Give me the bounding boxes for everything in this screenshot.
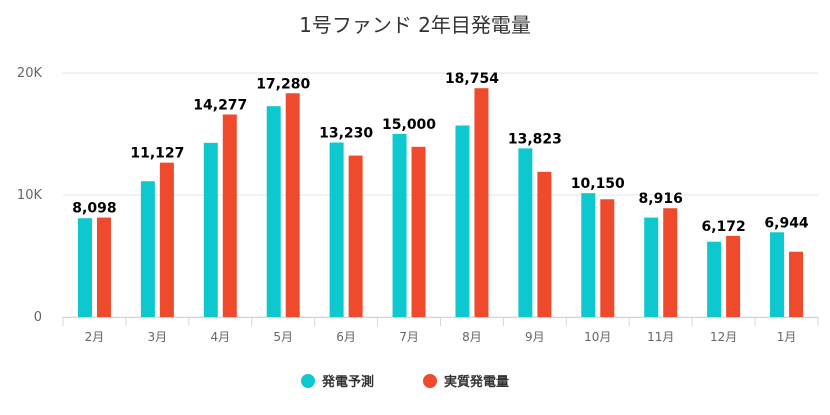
data-label: 15,000 bbox=[382, 117, 436, 133]
data-label: 14,277 bbox=[193, 97, 247, 113]
bar-forecast bbox=[770, 232, 785, 317]
x-tick-label: 7月 bbox=[399, 330, 419, 344]
bar-actual bbox=[96, 217, 111, 317]
data-labels: 8,098 11,127 14,277 17,280 13,230 15,000 18,75… bbox=[71, 70, 810, 236]
bars bbox=[77, 88, 804, 318]
legend-label: 実質発電量 bbox=[444, 374, 509, 390]
x-axis: 2月 3月 4月 5月 6月 7月 8月 9月 10月 11月 12月 1月 bbox=[62, 317, 819, 344]
data-label: 13,823 bbox=[508, 131, 562, 147]
bar-forecast bbox=[140, 181, 155, 317]
bar-actual bbox=[663, 208, 678, 317]
data-label: 17,280 bbox=[256, 76, 310, 92]
data-label: 6,944 bbox=[764, 215, 809, 231]
x-tick-label: 3月 bbox=[148, 330, 168, 344]
x-tick-label: 8月 bbox=[462, 330, 482, 344]
bar-actual bbox=[348, 155, 363, 317]
legend-label: 発電予測 bbox=[321, 374, 374, 390]
bar-forecast bbox=[392, 134, 407, 317]
bar-actual bbox=[159, 162, 174, 317]
bar-forecast bbox=[266, 106, 281, 318]
x-tick-label: 11月 bbox=[647, 330, 674, 344]
y-axis-ticks: 0 10K 20K bbox=[17, 66, 43, 325]
bar-forecast bbox=[581, 193, 596, 317]
legend-item[interactable]: 実質発電量 bbox=[423, 374, 509, 390]
x-tick-label: 2月 bbox=[85, 330, 105, 344]
legend-item[interactable]: 発電予測 bbox=[301, 374, 374, 390]
legend-marker bbox=[301, 374, 315, 388]
bar-actual bbox=[600, 199, 615, 317]
bar-actual bbox=[411, 146, 426, 317]
bar-actual bbox=[789, 251, 804, 317]
data-label: 10,150 bbox=[571, 176, 625, 192]
bar-forecast bbox=[644, 217, 659, 317]
y-tick-label: 20K bbox=[17, 66, 43, 81]
grid bbox=[63, 72, 818, 318]
data-label: 8,098 bbox=[72, 201, 116, 217]
bar-actual bbox=[285, 93, 300, 318]
bar-actual bbox=[474, 88, 489, 317]
bar-actual bbox=[222, 114, 237, 317]
data-label: 11,127 bbox=[130, 146, 184, 162]
bar-forecast bbox=[518, 148, 533, 317]
bar-forecast bbox=[707, 241, 722, 317]
bar-forecast bbox=[203, 142, 218, 317]
bar-forecast bbox=[329, 142, 344, 317]
bar-forecast bbox=[455, 125, 470, 318]
x-tick-label: 1月 bbox=[777, 330, 797, 344]
data-label: 6,172 bbox=[701, 219, 745, 235]
x-tick-label: 9月 bbox=[525, 330, 545, 344]
data-label: 13,230 bbox=[319, 126, 373, 142]
x-tick-label: 6月 bbox=[336, 330, 356, 344]
x-tick-label: 5月 bbox=[273, 330, 293, 344]
x-tick-label: 12月 bbox=[710, 330, 737, 344]
y-tick-label: 10K bbox=[17, 188, 43, 203]
bar-actual bbox=[726, 235, 741, 317]
chart-title: 1号ファンド 2年目発電量 bbox=[299, 13, 531, 37]
legend[interactable]: 発電予測 実質発電量 bbox=[301, 374, 509, 390]
bar-actual bbox=[537, 171, 552, 317]
x-tick-label: 4月 bbox=[210, 330, 230, 344]
data-label: 8,916 bbox=[639, 191, 683, 207]
data-label: 18,754 bbox=[445, 71, 499, 87]
bar-forecast bbox=[77, 218, 92, 317]
y-tick-label: 0 bbox=[34, 310, 42, 325]
legend-marker bbox=[423, 374, 437, 388]
x-tick-label: 10月 bbox=[584, 330, 611, 344]
